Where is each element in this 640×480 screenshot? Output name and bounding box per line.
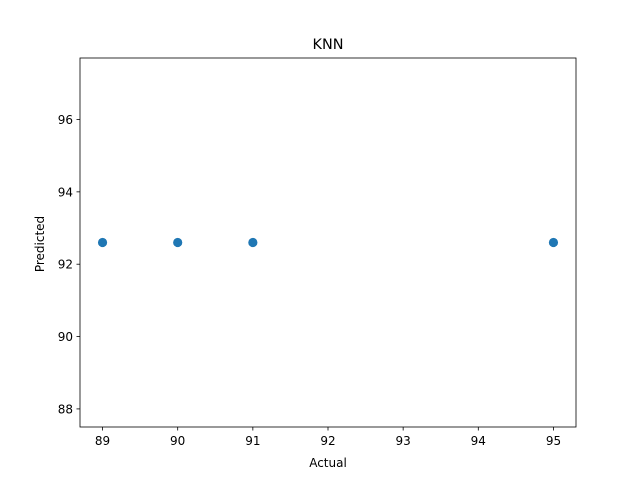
y-tick-label: 88: [58, 402, 73, 416]
y-axis: 88 90 92 94 96: [58, 113, 80, 416]
x-axis: 89 90 91 92 93 94 95: [95, 427, 561, 448]
x-tick-label: 92: [320, 434, 335, 448]
x-axis-label: Actual: [309, 456, 347, 470]
y-tick-label: 94: [58, 185, 73, 199]
chart-title: KNN: [313, 37, 344, 53]
data-points: [97, 237, 559, 248]
x-tick-label: 91: [245, 434, 260, 448]
y-tick-label: 96: [58, 113, 73, 127]
y-axis-label: Predicted: [33, 216, 47, 272]
x-tick-label: 94: [471, 434, 486, 448]
y-tick-label: 90: [58, 330, 73, 344]
x-tick-label: 89: [95, 434, 110, 448]
x-tick-label: 95: [546, 434, 561, 448]
data-point: [97, 237, 108, 248]
x-tick-label: 93: [396, 434, 411, 448]
y-tick-label: 92: [58, 258, 73, 272]
x-tick-label: 90: [170, 434, 185, 448]
data-point: [173, 237, 183, 248]
data-point: [248, 237, 258, 248]
data-point: [548, 237, 559, 248]
